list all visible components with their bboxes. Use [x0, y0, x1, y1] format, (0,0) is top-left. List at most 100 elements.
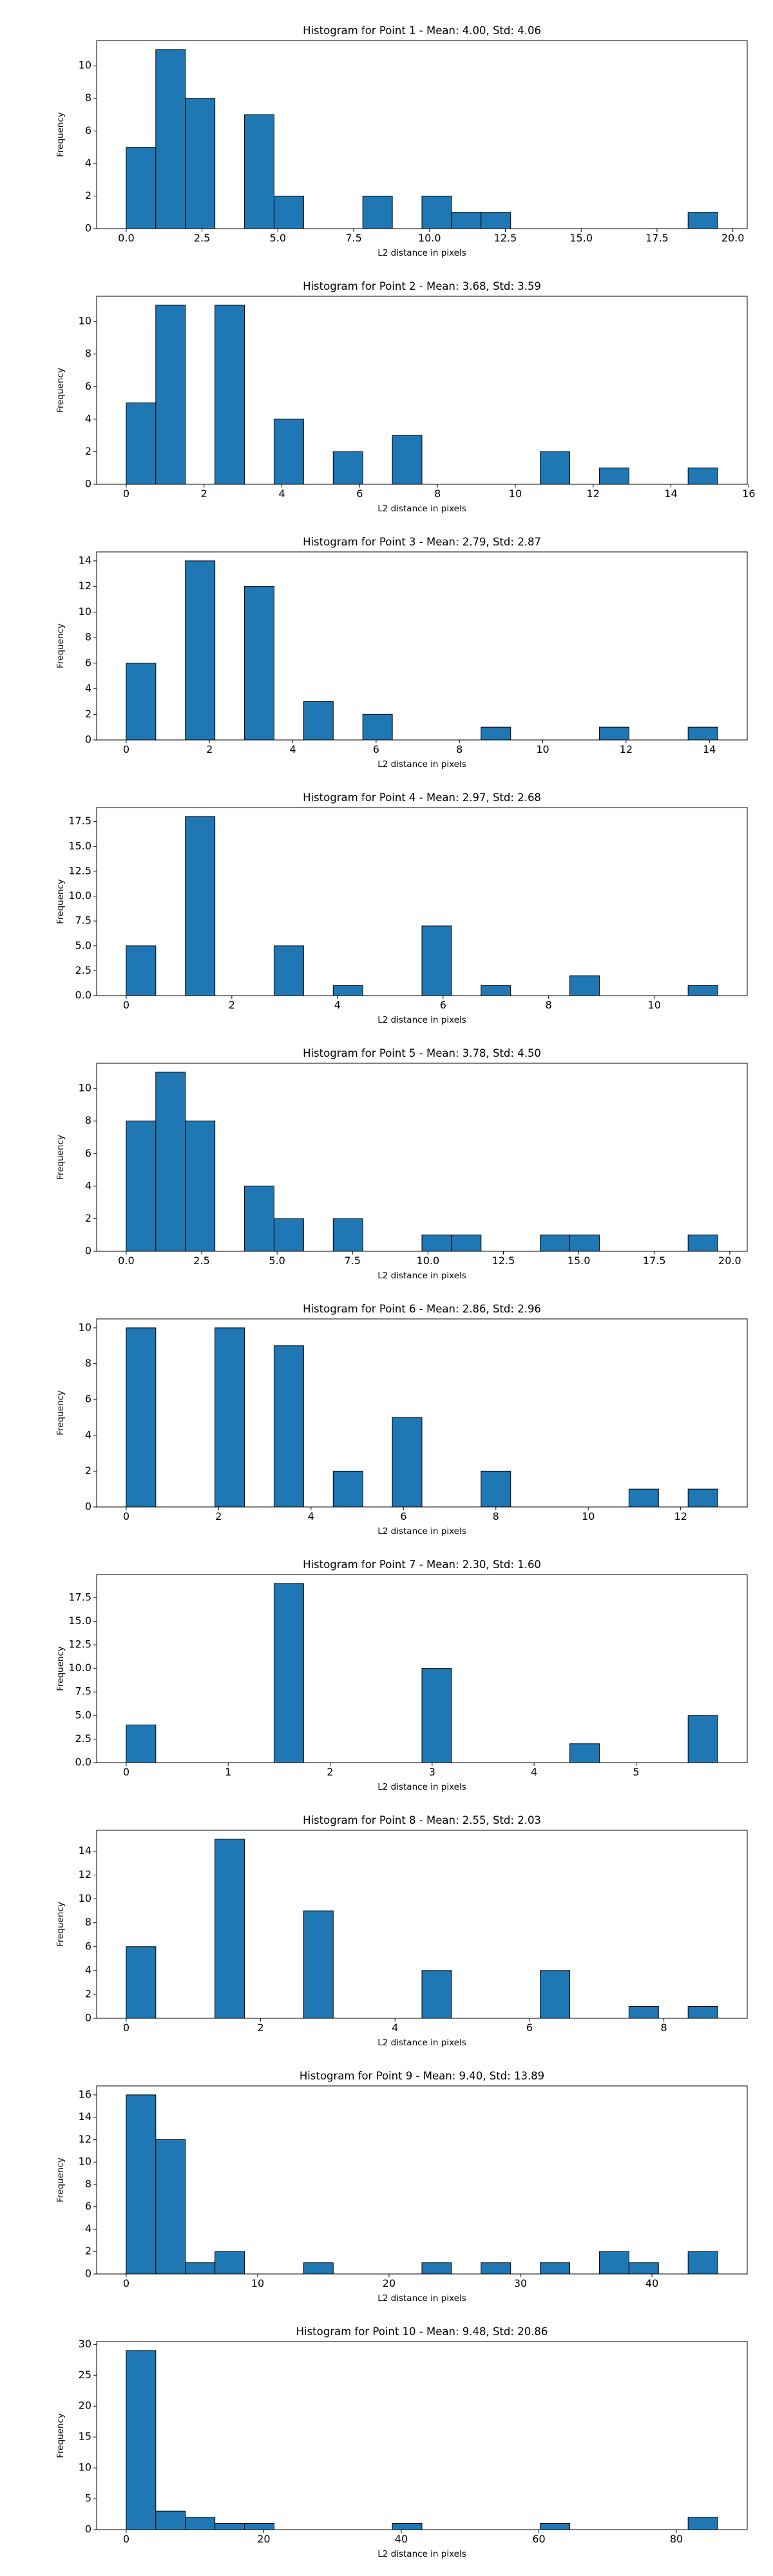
y-tick-label: 2 [85, 708, 91, 720]
histogram-bar [332, 451, 363, 485]
x-tick-label: 4 [308, 1510, 314, 1522]
x-tick-label: 0 [123, 1510, 129, 1522]
histogram-bar [481, 1470, 511, 1508]
x-tick-label: 10 [251, 2277, 264, 2289]
x-tick-label: 10 [582, 1510, 595, 1522]
histogram-bar [155, 2139, 186, 2275]
y-tick-label: 0 [85, 222, 91, 234]
y-tick-label: 10 [79, 315, 91, 327]
histogram-bar [126, 663, 157, 741]
y-axis-label: Frequency [55, 1135, 66, 1180]
y-axis-label: Frequency [55, 112, 66, 157]
histogram-bar [481, 985, 511, 996]
axes-frame [96, 807, 748, 996]
x-tick-label: 2 [229, 999, 235, 1011]
y-tick-label: 7.5 [75, 914, 91, 927]
y-tick-label: 2 [85, 1464, 91, 1477]
x-tick-label: 8 [434, 488, 441, 500]
x-tick-label: 20 [383, 2277, 396, 2289]
histogram-bar [244, 114, 274, 229]
histogram-bar [215, 2251, 245, 2275]
histogram-bar [540, 2523, 571, 2530]
x-tick-label: 2 [201, 488, 207, 500]
x-tick-label: 2 [327, 1766, 333, 1778]
x-axis-label: L2 distance in pixels [377, 2549, 466, 2559]
y-tick-label: 4 [85, 1964, 91, 1976]
x-tick-label: 12 [620, 743, 633, 755]
x-tick-label: 4 [289, 743, 296, 755]
x-axis-label: L2 distance in pixels [377, 1782, 466, 1792]
x-tick-label: 20.0 [721, 232, 745, 244]
histogram-chart: Histogram for Point 2 - Mean: 3.68, Std:… [55, 280, 756, 514]
y-tick-label: 12 [79, 2133, 91, 2145]
histogram-bar [215, 1839, 245, 2019]
histogram-bar [273, 1583, 304, 1763]
x-tick-label: 0 [123, 2277, 129, 2289]
y-tick-label: 10 [79, 605, 91, 618]
histogram-bar [126, 1724, 157, 1763]
y-tick-label: 8 [85, 1357, 91, 1369]
x-tick-label: 0 [123, 2533, 129, 2545]
x-tick-label: 7.5 [345, 232, 361, 244]
y-tick-label: 2 [85, 445, 91, 457]
x-tick-label: 5.0 [270, 232, 286, 244]
histogram-bar [687, 985, 718, 996]
y-tick-label: 0 [85, 478, 91, 490]
histogram-bar [185, 98, 216, 229]
histogram-bar [598, 726, 629, 741]
x-tick-label: 10.0 [418, 232, 441, 244]
y-tick-label: 12 [79, 580, 91, 592]
x-tick-label: 2 [257, 2022, 263, 2034]
x-tick-label: 60 [532, 2533, 545, 2545]
histogram-bar [244, 1186, 274, 1252]
histogram-bar [215, 305, 245, 485]
x-tick-label: 16 [742, 488, 755, 500]
histogram-bar [126, 147, 157, 229]
histogram-bar [628, 2005, 659, 2019]
y-tick-label: 10 [79, 2461, 91, 2474]
x-tick-label: 2.5 [194, 232, 210, 244]
x-tick-label: 2 [215, 1510, 222, 1522]
axes-frame [96, 1830, 748, 2019]
y-tick-label: 5.0 [75, 939, 91, 951]
y-tick-label: 15.0 [68, 1615, 91, 1627]
y-axis-label: Frequency [55, 623, 66, 668]
histogram-bar [481, 2262, 511, 2275]
axes-frame [96, 2341, 748, 2530]
x-tick-label: 3 [429, 1766, 435, 1778]
histogram-bar [126, 1121, 157, 1252]
histogram-bar [569, 1235, 600, 1252]
y-tick-label: 2 [85, 2245, 91, 2257]
histogram-chart: Histogram for Point 10 - Mean: 9.48, Std… [55, 2325, 748, 2559]
y-axis-label: Frequency [55, 2157, 66, 2202]
axes-frame [96, 1318, 748, 1508]
chart-title: Histogram for Point 1 - Mean: 4.00, Std:… [303, 24, 541, 37]
histogram-bar [687, 468, 718, 485]
histogram-bar [481, 726, 511, 741]
x-axis-label: L2 distance in pixels [377, 1526, 466, 1537]
histogram-bar [215, 1327, 245, 1508]
histogram-bar [126, 2350, 157, 2530]
y-tick-label: 14 [79, 1844, 91, 1857]
y-axis-label: Frequency [55, 1646, 66, 1691]
x-tick-label: 20.0 [718, 1255, 741, 1267]
y-tick-label: 10 [79, 1082, 91, 1094]
x-tick-label: 14 [664, 488, 677, 500]
x-tick-label: 40 [395, 2533, 408, 2545]
y-tick-label: 6 [85, 2200, 91, 2212]
y-tick-label: 0 [85, 1245, 91, 1257]
axes-frame [96, 1063, 748, 1252]
x-tick-label: 14 [703, 743, 716, 755]
x-tick-label: 15.0 [568, 1255, 591, 1267]
chart-title: Histogram for Point 9 - Mean: 9.40, Std:… [300, 2070, 544, 2082]
histogram-bar [687, 2517, 718, 2530]
y-tick-label: 0 [85, 2268, 91, 2280]
y-tick-label: 10.0 [68, 1662, 91, 1674]
histogram-bar [421, 1970, 452, 2019]
y-tick-label: 2 [85, 1987, 91, 2000]
y-tick-label: 5 [85, 2492, 91, 2505]
x-tick-label: 12.5 [494, 232, 517, 244]
histogram-bar [569, 1743, 600, 1763]
y-tick-label: 25 [79, 2369, 91, 2381]
